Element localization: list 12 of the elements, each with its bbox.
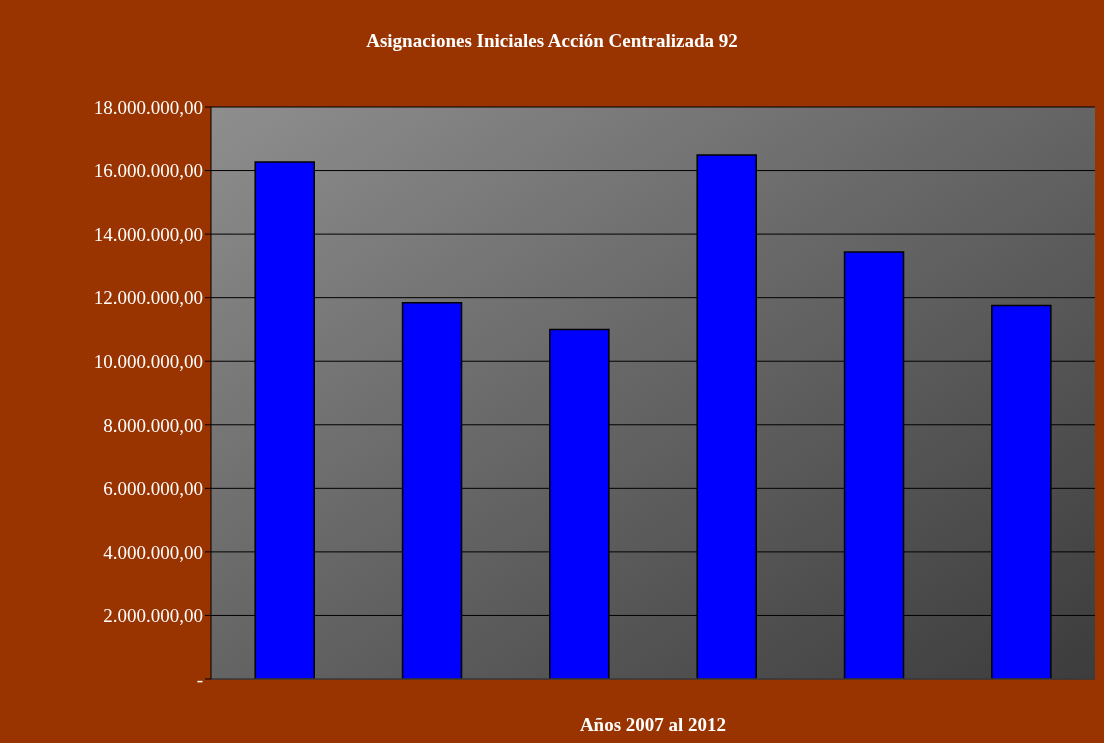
y-tick-label: 2.000.000,00	[103, 605, 203, 627]
y-tick-label: -	[196, 668, 203, 690]
chart-title: Asignaciones Iniciales Acción Centralizada 92	[365, 30, 739, 52]
y-tick-label: 8.000.000,00	[103, 414, 203, 436]
y-tick-label: 4.000.000,00	[103, 541, 203, 563]
y-tick-label: 16.000.000,00	[93, 160, 203, 182]
y-tick-label: 12.000.000,00	[93, 287, 203, 309]
y-tick-label: 14.000.000,00	[93, 223, 203, 245]
y-tick-label: 10.000.000,00	[93, 350, 203, 372]
y-tick-label: 18.000.000,00	[93, 96, 203, 118]
x-axis-title: Años 2007 al 2012	[579, 714, 727, 735]
y-tick-label: 6.000.000,00	[103, 478, 203, 500]
